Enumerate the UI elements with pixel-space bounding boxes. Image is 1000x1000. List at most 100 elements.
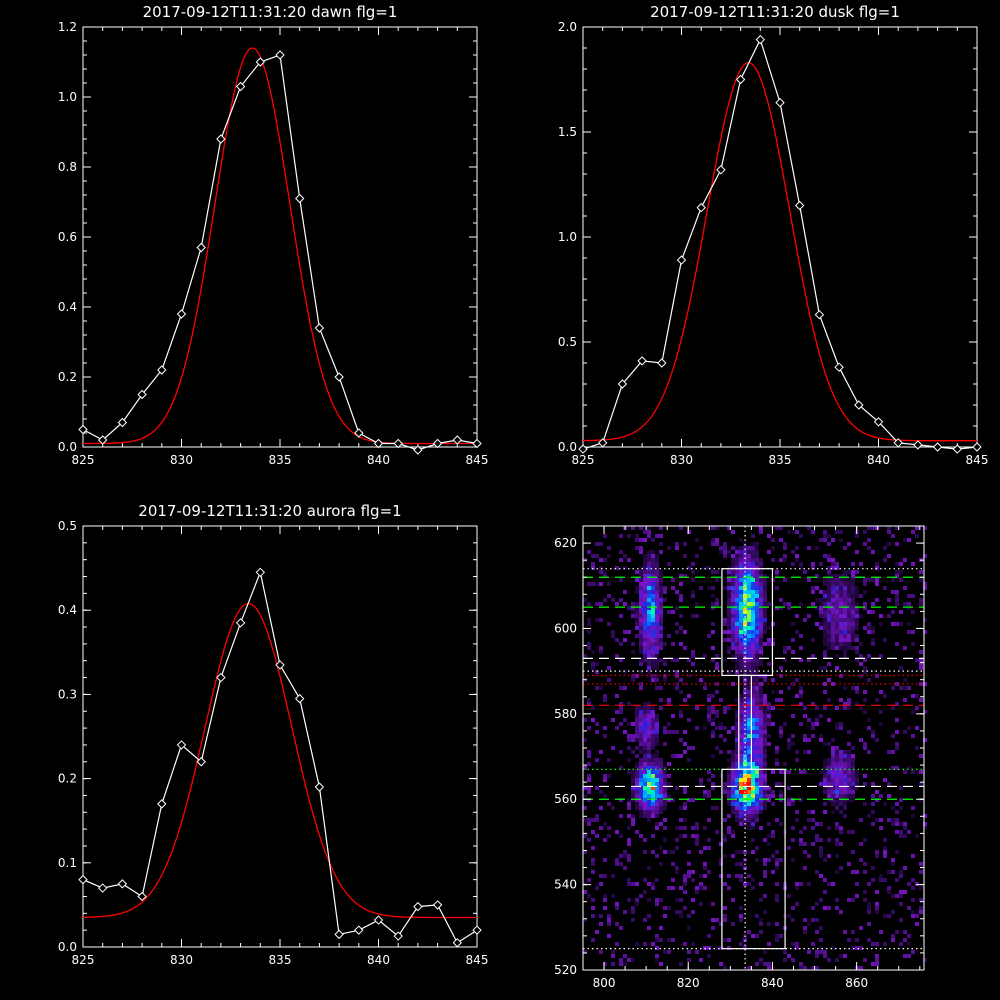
image-pixel [843,606,847,610]
image-pixel [847,938,851,942]
image-pixel [735,582,739,586]
image-pixel [623,730,627,734]
image-pixel [655,678,659,682]
image-pixel [883,802,887,806]
image-pixel [735,714,739,718]
image-pixel [715,710,719,714]
image-pixel [831,598,835,602]
image-pixel [647,658,651,662]
image-pixel [895,830,899,834]
image-pixel [919,666,923,670]
image-pixel [835,574,839,578]
image-pixel [919,798,923,802]
image-pixel [739,666,743,670]
image-pixel [875,598,879,602]
image-pixel [691,870,695,874]
image-pixel [907,830,911,834]
image-pixel [587,582,591,586]
image-pixel [903,586,907,590]
image-pixel [843,602,847,606]
image-pixel [759,758,763,762]
image-pixel [727,794,731,798]
image-pixel [739,746,743,750]
image-pixel [615,862,619,866]
image-pixel [659,898,663,902]
image-pixel [727,646,731,650]
image-pixel [819,950,823,954]
image-pixel [919,770,923,774]
image-pixel [819,610,823,614]
image-pixel [731,754,735,758]
image-pixel [759,742,763,746]
image-pixel [671,862,675,866]
image-pixel [839,630,843,634]
image-pixel [735,622,739,626]
image-pixel [707,778,711,782]
image-pixel [899,890,903,894]
image-pixel [643,570,647,574]
image-pixel [663,590,667,594]
image-pixel [763,606,767,610]
image-pixel [763,630,767,634]
image-pixel [691,798,695,802]
image-pixel [759,930,763,934]
image-pixel [587,818,591,822]
image-pixel [651,786,655,790]
image-pixel [643,634,647,638]
image-pixel [739,798,743,802]
image-pixel [611,894,615,898]
image-pixel [755,686,759,690]
image-pixel [739,770,743,774]
image-pixel [643,738,647,742]
image-pixel [767,842,771,846]
image-pixel [651,710,655,714]
image-pixel [659,806,663,810]
image-pixel [895,894,899,898]
image-pixel [775,746,779,750]
image-pixel [739,730,743,734]
image-pixel [783,554,787,558]
image-pixel [735,650,739,654]
image-pixel [859,842,863,846]
image-pixel [811,918,815,922]
image-pixel [751,542,755,546]
image-pixel [619,798,623,802]
image-pixel [743,562,747,566]
image-pixel [595,886,599,890]
image-pixel [755,566,759,570]
image-pixel [655,934,659,938]
image-pixel [923,618,927,622]
image-pixel [623,590,627,594]
image-pixel [591,662,595,666]
image-pixel [735,558,739,562]
image-pixel [715,830,719,834]
image-pixel [679,626,683,630]
image-pixel [723,726,727,730]
image-pixel [695,890,699,894]
image-pixel [675,826,679,830]
image-pixel [647,898,651,902]
image-pixel [667,634,671,638]
image-pixel [751,782,755,786]
image-pixel [755,702,759,706]
image-pixel [723,554,727,558]
image-pixel [683,750,687,754]
image-pixel [723,638,727,642]
image-pixel [619,926,623,930]
image-pixel [855,894,859,898]
image-pixel [763,894,767,898]
image-pixel [839,866,843,870]
image-pixel [819,738,823,742]
image-pixel [747,818,751,822]
y-tick-label: 520 [554,963,577,977]
image-pixel [647,706,651,710]
image-pixel [751,822,755,826]
image-pixel [595,686,599,690]
image-pixel [743,582,747,586]
image-pixel [827,826,831,830]
image-pixel [763,574,767,578]
image-pixel [639,610,643,614]
image-pixel [659,926,663,930]
image-pixel [599,558,603,562]
image-pixel [775,698,779,702]
